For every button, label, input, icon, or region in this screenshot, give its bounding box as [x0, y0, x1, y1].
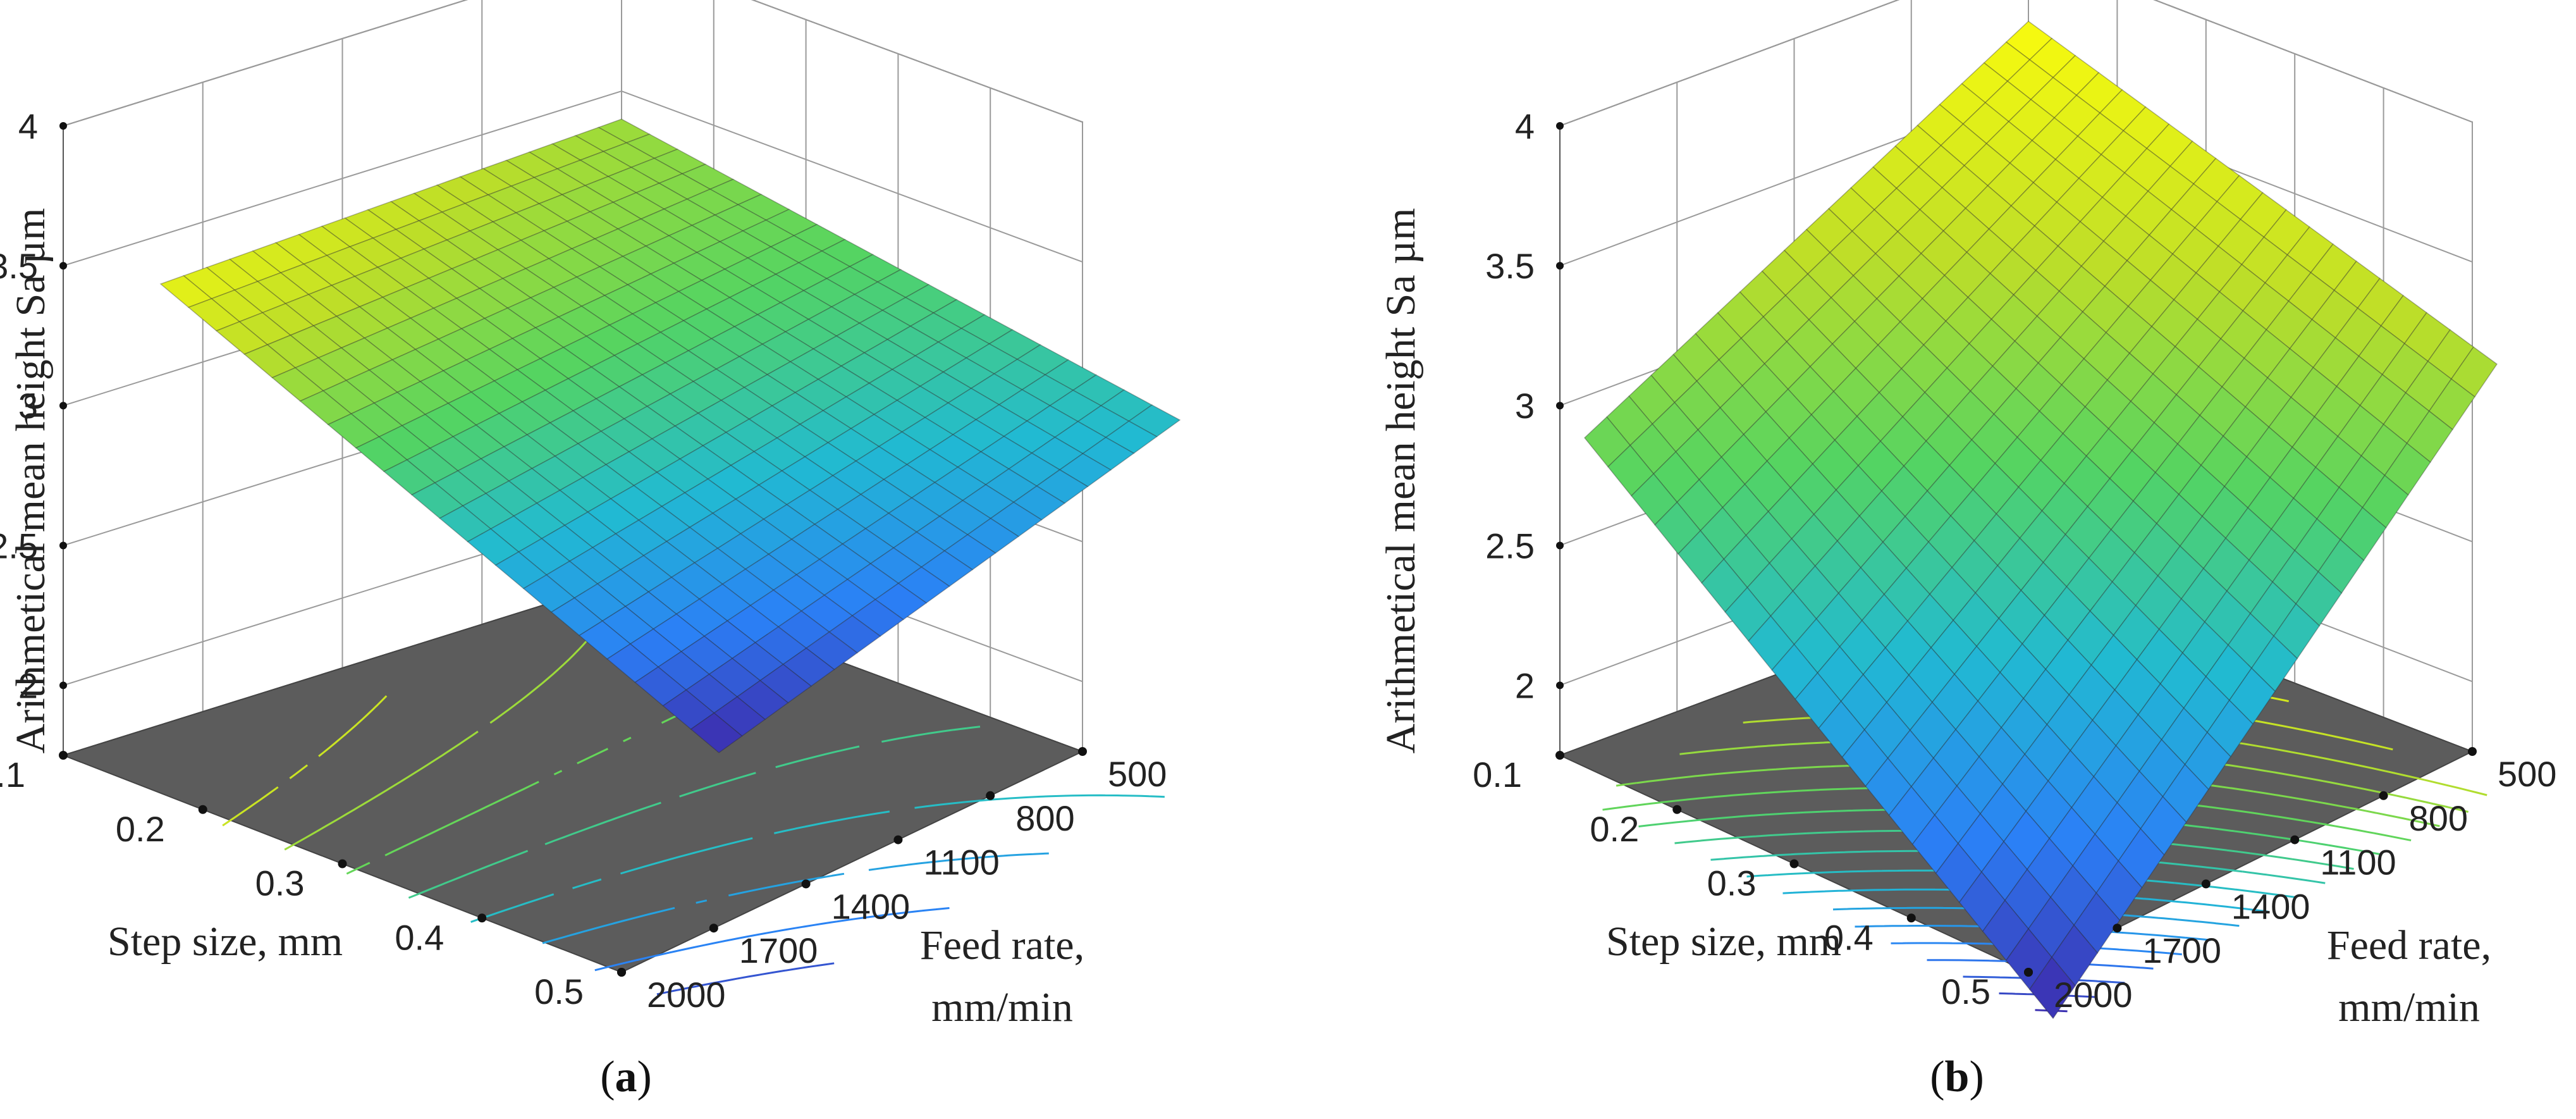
- z-tick-dot: [1556, 262, 1564, 270]
- x-tick-dot: [1789, 859, 1799, 869]
- wall-gridline-z: [63, 0, 1083, 127]
- surface: [159, 118, 1181, 753]
- x-tick-label: 0.2: [1590, 809, 1639, 849]
- x-tick-dot: [338, 859, 347, 869]
- z-tick-dot: [59, 262, 67, 270]
- y-tick-dot: [1078, 747, 1087, 756]
- z-tick-dot: [59, 541, 67, 550]
- z-axis-label: Arithmetical mean height Sa µm: [8, 208, 54, 754]
- caption-b: (b): [1930, 1053, 1984, 1101]
- panel-a: 2 2.5 3 3.5 4 0.1 0.2 0.3 0.4 0.5 500 800 1100 1400 17…: [0, 0, 1181, 1030]
- z-tick-dot: [1556, 541, 1564, 550]
- x-tick-label: 0.3: [255, 863, 305, 903]
- z-tick-dot: [59, 681, 67, 689]
- y-tick-label: 1400: [831, 886, 911, 926]
- floor-contour: [656, 962, 835, 996]
- x-tick-dot: [59, 751, 68, 760]
- panel-b: 2 2.5 3 3.5 4 0.1 0.2 0.3 0.4 0.5 500 800 1100 140017…: [1378, 0, 2556, 1030]
- z-tick-label: 3.5: [0, 246, 38, 286]
- z-tick-label: 4: [1515, 106, 1535, 146]
- x-tick-label: 0.5: [534, 972, 584, 1011]
- y-axis-label: mm/min: [2338, 984, 2480, 1030]
- y-tick-label: 500: [2498, 754, 2556, 794]
- z-tick-label: 2.5: [0, 526, 38, 566]
- y-tick-dot: [2290, 835, 2300, 844]
- y-tick-dot: [986, 791, 995, 800]
- z-tick-dot: [1556, 402, 1564, 410]
- y-tick-label: 2000: [2054, 975, 2133, 1015]
- y-tick-label: 1100: [923, 843, 999, 882]
- y-tick-label: 500: [1108, 754, 1167, 794]
- x-tick-label: 0.4: [395, 917, 444, 957]
- x-tick-label: 0.3: [1707, 863, 1757, 903]
- floor-contour: [542, 852, 1049, 944]
- floor-contour: [470, 794, 1165, 924]
- x-tick-label: 0.1: [0, 755, 25, 794]
- y-tick-dot: [2201, 879, 2211, 889]
- y-tick-dot: [893, 835, 903, 844]
- y-tick-label: 800: [2409, 798, 2468, 838]
- x-tick-dot: [1672, 805, 1682, 814]
- floor-contour: [222, 695, 388, 827]
- y-tick-label: 1100: [2320, 843, 2396, 882]
- z-tick-dot: [59, 122, 67, 130]
- y-tick-dot: [801, 879, 811, 889]
- z-tick-label: 3: [18, 386, 38, 426]
- floor-contour: [408, 726, 981, 899]
- floor-contour: [594, 907, 950, 972]
- z-tick-label: 2: [18, 665, 38, 705]
- y-tick-label: 1700: [739, 930, 818, 970]
- surface-cell: [690, 712, 743, 753]
- x-tick-dot: [198, 805, 207, 814]
- y-tick-dot: [2468, 747, 2477, 756]
- z-tick-dot: [59, 402, 67, 410]
- y-tick-dot: [2024, 968, 2033, 977]
- x-tick-label: 0.1: [1473, 755, 1522, 794]
- y-tick-label: 1700: [2142, 930, 2221, 970]
- x-tick-label: 0.5: [1941, 972, 1990, 1011]
- y-tick-dot: [709, 924, 718, 933]
- wall-gridline-z: [1559, 0, 2473, 127]
- y-axis-label: mm/min: [931, 984, 1073, 1030]
- y-tick-label: 1400: [2231, 886, 2310, 926]
- y-tick-dot: [2379, 791, 2388, 800]
- x-tick-dot: [1555, 751, 1564, 760]
- y-tick-dot: [2113, 924, 2122, 933]
- z-tick-label: 2: [1515, 665, 1535, 705]
- y-axis-label: Feed rate,: [920, 922, 1084, 968]
- z-axis-label: Arithmetical mean height Sa µm: [1378, 208, 1424, 754]
- x-tick-label: 0.2: [116, 809, 165, 849]
- z-tick-label: 4: [18, 106, 38, 146]
- y-tick-dot: [617, 968, 626, 977]
- x-axis-label: Step size, mm: [107, 918, 343, 965]
- z-tick-label: 3.5: [1485, 246, 1535, 286]
- z-tick-label: 2.5: [1485, 526, 1535, 566]
- x-tick-label: 0.4: [1824, 917, 1874, 957]
- x-tick-dot: [477, 913, 487, 923]
- z-tick-dot: [1556, 681, 1564, 689]
- z-tick-label: 3: [1515, 386, 1535, 426]
- y-axis-label: Feed rate,: [2327, 922, 2491, 968]
- surface-cell: [2028, 956, 2076, 1020]
- surface: [1583, 20, 2498, 1020]
- caption-a: (a): [600, 1053, 652, 1101]
- y-tick-label: 2000: [647, 975, 726, 1015]
- z-tick-dot: [1556, 122, 1564, 130]
- x-tick-dot: [1906, 913, 1916, 923]
- x-axis-label: Step size, mm: [1606, 918, 1841, 965]
- y-tick-label: 800: [1015, 798, 1074, 838]
